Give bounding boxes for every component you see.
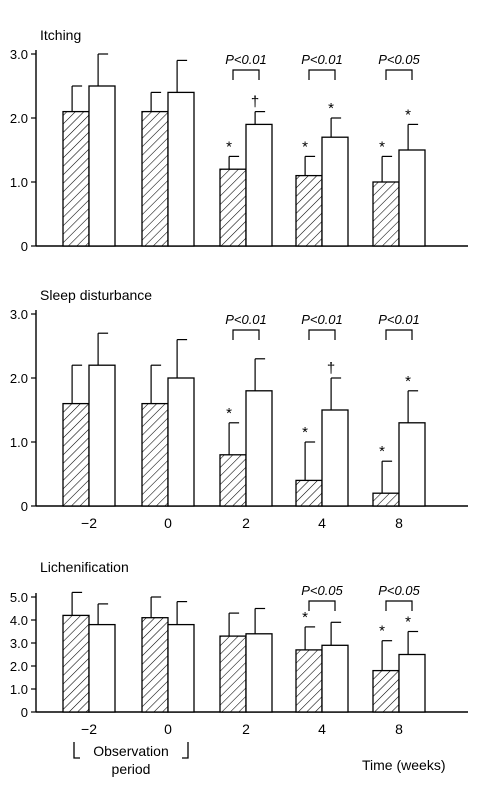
y-tick-label: 2.0 (10, 111, 28, 126)
chart-panel-itching: Itching 0 1.0 2.0 3.0 * * * † * * P<0.01 P<0.01 P<0.0… (10, 27, 468, 254)
x-tick-label-0: 0 (164, 515, 172, 531)
x-tick-label-8: 8 (395, 721, 403, 737)
significance-mark: * (302, 424, 308, 441)
x-tick-label-0: 0 (164, 721, 172, 737)
bar-open-3 (321, 409, 349, 507)
y-tick-label: 1.0 (10, 175, 28, 190)
bar-open-3 (321, 136, 349, 247)
bar-open-2 (245, 633, 273, 713)
comparison-bracket (308, 69, 336, 80)
significance-mark: * (405, 373, 411, 390)
bar-open-1 (167, 91, 195, 247)
x-tick-label-2: 2 (242, 515, 250, 531)
bar-open-2 (245, 390, 273, 507)
y-tick-label: 1.0 (10, 682, 28, 697)
bar-hatched-2 (219, 635, 247, 713)
x-tick-label-2: −2 (81, 515, 97, 531)
bar-hatched-2 (219, 168, 247, 247)
comparison-bracket (232, 69, 260, 80)
p-value-label: P<0.01 (378, 312, 420, 327)
bar-open-4 (398, 422, 426, 507)
y-tick-label: 2.0 (10, 659, 28, 674)
significance-mark: * (302, 138, 308, 155)
bar-hatched-0 (62, 614, 90, 713)
significance-mark: † (251, 94, 259, 111)
bar-hatched-4 (372, 669, 400, 713)
bar-hatched-4 (372, 492, 400, 507)
y-tick-label: 3.0 (10, 307, 28, 322)
y-tick-label: 4.0 (10, 613, 28, 628)
bar-open-1 (167, 623, 195, 713)
p-value-label: P<0.05 (378, 583, 420, 598)
bracket-right (182, 742, 189, 759)
significance-mark: * (226, 138, 232, 155)
comparison-bracket (232, 329, 260, 340)
x-tick-label-2: −2 (81, 721, 97, 737)
bracket-left (73, 742, 80, 759)
bar-open-2 (245, 123, 273, 247)
x-axis-label: Time (weeks) (362, 757, 446, 773)
significance-mark: * (379, 443, 385, 460)
p-value-label: P<0.01 (225, 312, 267, 327)
bar-open-0 (88, 623, 116, 713)
y-tick-label: 0 (21, 499, 28, 514)
y-tick-label: 3.0 (10, 636, 28, 651)
p-value-label: P<0.05 (378, 52, 420, 67)
chart-title: Lichenification (40, 559, 129, 575)
p-value-label: P<0.05 (301, 583, 343, 598)
significance-mark: * (226, 405, 232, 422)
comparison-bracket (385, 69, 413, 80)
comparison-bracket (385, 600, 413, 611)
observation-period-line1: Observation (93, 743, 168, 759)
significance-mark: * (302, 609, 308, 626)
chart-panel-sleep-disturbance: Sleep disturbance 0 1.0 2.0 3.0 * * * † * P<0.01 P<… (10, 287, 468, 531)
p-value-label: P<0.01 (301, 52, 343, 67)
observation-period-bracket: Observation period (73, 742, 189, 777)
significance-mark: * (379, 623, 385, 640)
y-tick-label: 1.0 (10, 435, 28, 450)
y-tick-label: 3.0 (10, 47, 28, 62)
significance-mark: * (328, 100, 334, 117)
bar-hatched-1 (141, 617, 169, 713)
significance-mark: * (379, 138, 385, 155)
y-tick-label: 2.0 (10, 371, 28, 386)
x-tick-label-4: 4 (318, 721, 326, 737)
y-tick-label: 0 (21, 239, 28, 254)
p-value-label: P<0.01 (301, 312, 343, 327)
bar-open-0 (88, 364, 116, 507)
y-tick-label: 5.0 (10, 590, 28, 605)
bar-hatched-0 (62, 402, 90, 507)
x-tick-label-2: 2 (242, 721, 250, 737)
bar-open-1 (167, 377, 195, 507)
x-tick-label-8: 8 (395, 515, 403, 531)
bar-hatched-1 (141, 110, 169, 247)
x-tick-label-4: 4 (318, 515, 326, 531)
significance-mark: * (405, 614, 411, 631)
p-value-label: P<0.01 (225, 52, 267, 67)
chart-panel-lichenification: Lichenification 0 1.0 2.0 3.0 4.0 5.0 * * * P<0.05… (10, 559, 468, 737)
bar-hatched-3 (295, 174, 323, 247)
bar-hatched-1 (141, 402, 169, 507)
significance-mark: * (405, 106, 411, 123)
bar-open-4 (398, 149, 426, 247)
observation-period-line2: period (112, 761, 151, 777)
chart-title: Itching (40, 27, 81, 43)
bar-hatched-3 (295, 649, 323, 713)
comparison-bracket (385, 329, 413, 340)
significance-mark: † (327, 360, 335, 377)
comparison-bracket (308, 600, 336, 611)
comparison-bracket (308, 329, 336, 340)
bar-open-3 (321, 644, 349, 713)
bar-hatched-2 (219, 454, 247, 507)
bar-open-0 (88, 85, 116, 247)
bar-hatched-3 (295, 479, 323, 507)
chart-title: Sleep disturbance (40, 287, 152, 303)
bar-hatched-0 (62, 110, 90, 247)
bar-hatched-4 (372, 181, 400, 247)
bar-open-4 (398, 653, 426, 713)
y-tick-label: 0 (21, 705, 28, 720)
